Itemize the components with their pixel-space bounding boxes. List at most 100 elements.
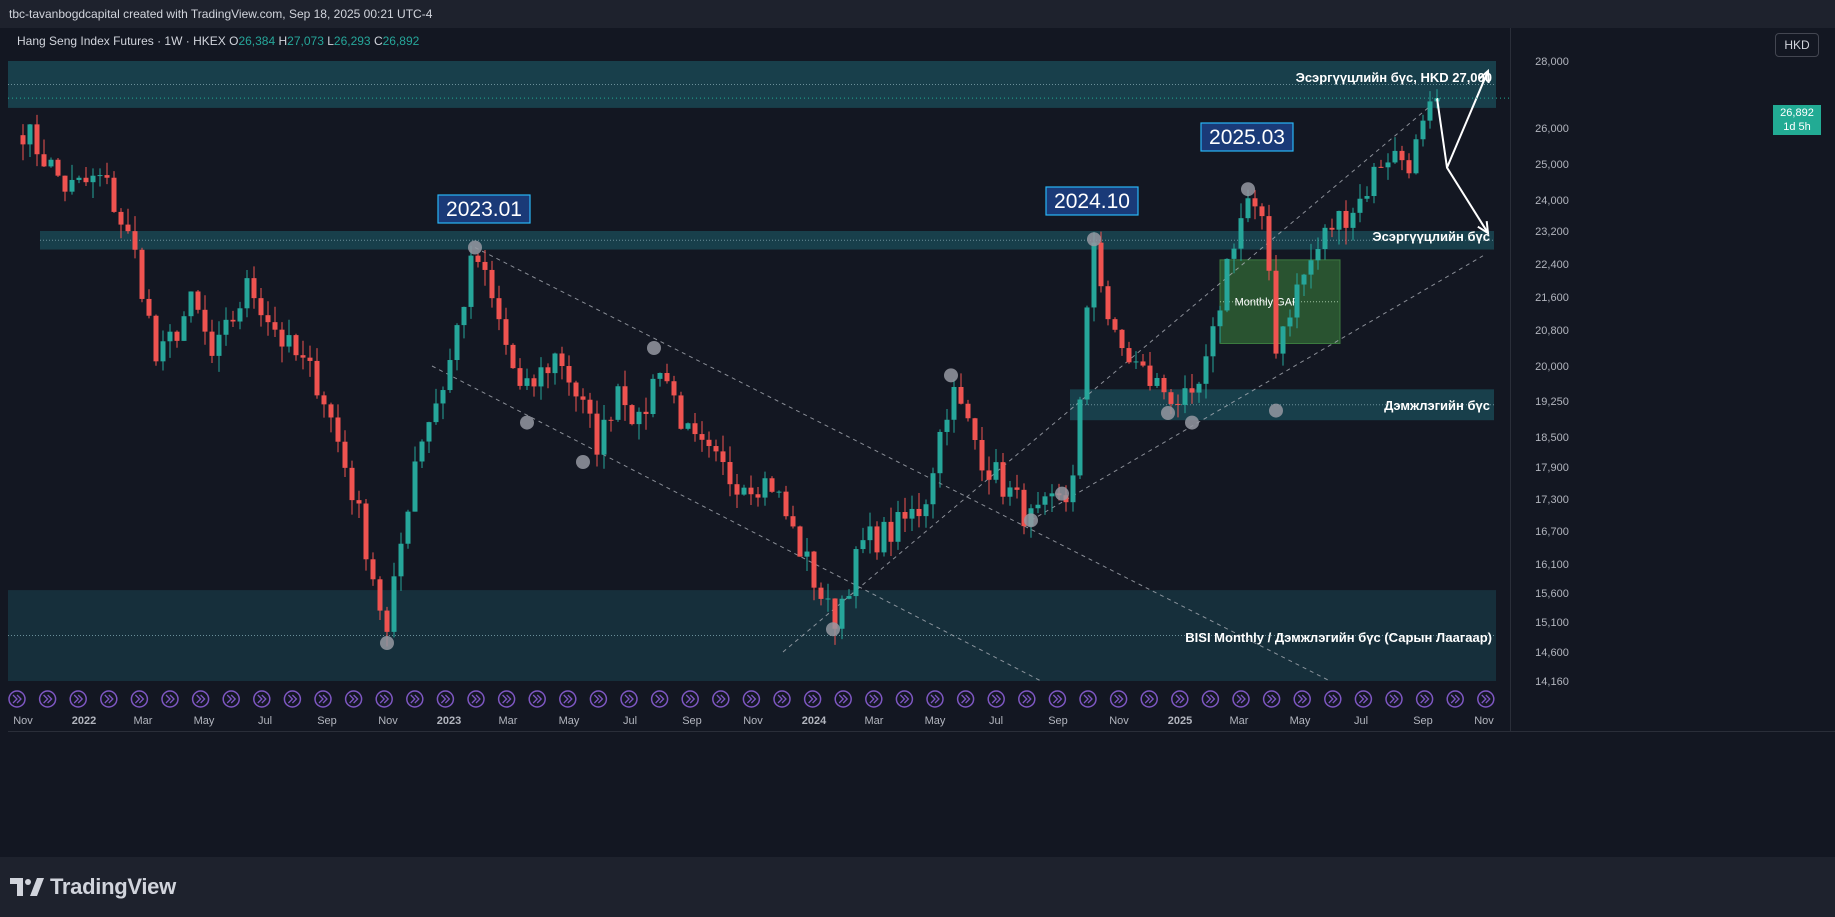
candle-down [125,224,131,232]
time-tick-label: Mar [1230,715,1249,727]
candle-up [1196,383,1202,393]
event-icon [130,690,149,708]
candle-up [1427,101,1433,121]
pivot-marker [1269,403,1283,418]
chevron-icon [1267,694,1277,704]
zone-label: BISI Monthly / Дэмжлэгийн бүс (Сарын Лаа… [1185,630,1492,645]
candle-down [174,331,180,341]
candle-down [1161,378,1167,393]
candle-up [216,334,222,356]
candle-up [993,462,999,480]
chevron-icon [1358,694,1369,704]
time-tick-label: Sep [317,715,337,727]
event-icon [1385,690,1403,708]
publisher-header: tbc-tavanbogdcapital created with Tradin… [0,0,1835,28]
chevron-icon [1481,694,1491,704]
candle-up [650,378,656,415]
event-icon [406,690,424,708]
candle-down [279,329,285,347]
candle-up [440,390,446,404]
candle-down [321,395,327,405]
candle-up [1133,361,1139,363]
candle-down [1105,286,1111,320]
time-tick-label: May [559,715,580,727]
candle-up [1070,475,1076,503]
event-icon [161,690,179,708]
candle-down [594,413,600,455]
candle-down [629,405,635,425]
candle-up [1203,356,1209,384]
candle-up [930,473,936,505]
candle-down [230,319,236,322]
candle-down [1126,348,1132,363]
event-icon [38,690,57,708]
candle-down [1168,392,1174,404]
price-tick-label: 25,000 [1535,159,1569,171]
time-tick-label: Sep [682,715,702,727]
candle-down [671,381,677,396]
pivot-marker [826,622,840,637]
candle-down [111,177,117,212]
currency-button[interactable]: HKD [1775,33,1819,57]
chevron-icon [43,694,53,704]
candle-up [1280,326,1286,354]
chevron-icon [1450,694,1461,704]
price-tick-label: 20,800 [1535,325,1569,337]
chevron-icon [624,694,634,704]
candle-down [1273,270,1279,354]
candle-down [769,478,775,492]
event-icon [1018,690,1036,708]
candle-down [1399,150,1405,161]
candle-down [202,309,208,332]
candle-down [986,470,992,480]
time-tick-label: Jul [623,715,637,727]
chevron-icon [1297,694,1308,704]
pivot-marker [576,455,590,469]
high-value: 27,073 [287,34,324,48]
time-tick-label: Nov [378,715,398,727]
candle-down [1266,216,1272,271]
candle-up [1007,487,1013,497]
event-icon [1477,690,1495,708]
candle-up [1217,310,1223,327]
chevron-icon [12,694,22,704]
candle-up [1091,242,1097,308]
candle-down [902,512,908,519]
pivot-marker [468,240,482,255]
price-chart[interactable]: Эсэргүүцлийн бүс, HKD 27,000 Эсэргүүцлийн… [0,0,1835,857]
candle-down [1021,489,1027,527]
zone-band [1070,389,1494,421]
candle-down [1119,329,1125,349]
candle-up [167,331,173,342]
candle-down [783,491,789,517]
candle-down [580,396,586,400]
tradingview-logo[interactable]: TradingView [10,874,176,899]
event-icon [1262,690,1281,708]
time-tick-label: Mar [499,715,518,727]
candles [20,89,1440,647]
event-icon [69,690,87,708]
chevron-icon [502,694,512,704]
candle-up [1287,317,1293,327]
price-tick-label: 20,000 [1535,361,1569,373]
candle-up [1413,139,1419,174]
event-icon [1446,690,1464,708]
chevron-icon [379,694,390,704]
candle-down [55,159,61,176]
chevron-icon [991,694,1002,704]
candle-down [475,255,481,262]
candle-down [384,610,390,632]
time-tick-label: May [925,715,946,727]
candle-down [139,249,145,299]
chevron-icon [1389,694,1399,704]
candle-up [615,386,621,420]
callout-label: 2024.10 [1054,190,1130,213]
candle-down [62,175,68,192]
zone-label: Эсэргүүцлийн бүс, HKD 27,000 [1296,70,1492,85]
price-tick-label: 14,160 [1535,676,1569,688]
callout-box [1200,122,1294,152]
time-tick-label: Nov [1109,715,1129,727]
candle-down [531,378,537,387]
pivot-marker [1161,406,1175,420]
candle-up [1308,260,1314,275]
